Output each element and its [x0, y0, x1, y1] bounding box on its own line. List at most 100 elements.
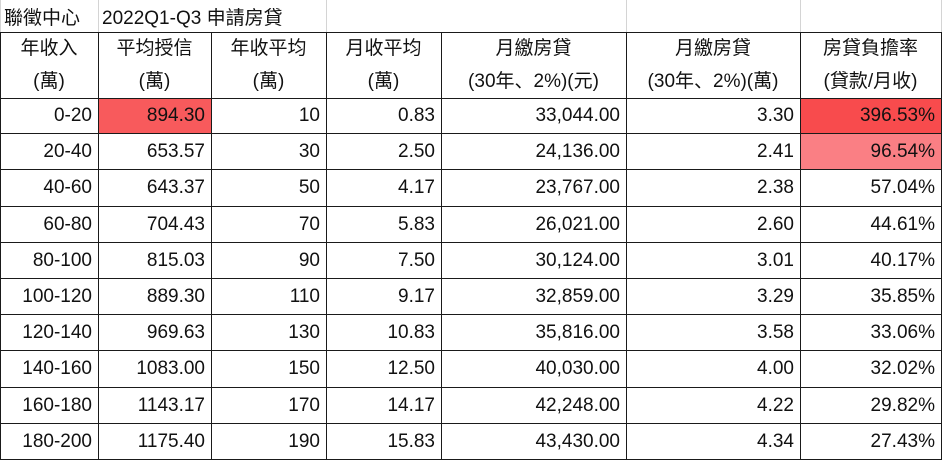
header-monthly-payment-wan[interactable]: 月繳房貸 (30年、2%)(萬) [626, 32, 800, 98]
cell-monthly-payment-wan[interactable]: 2.38 [757, 177, 794, 199]
border [0, 206, 941, 207]
cell-income-range[interactable]: 80-100 [32, 249, 92, 271]
header-income-range[interactable]: 年收入 (萬) [0, 32, 98, 98]
cell-avg-credit[interactable]: 969.63 [146, 322, 205, 344]
cell-income-range[interactable]: 20-40 [43, 141, 92, 163]
cell-avg-credit[interactable]: 643.37 [146, 177, 205, 199]
cell-burden-ratio[interactable]: 27.43% [870, 430, 935, 452]
cell-monthly-payment-yuan[interactable]: 23,767.00 [535, 177, 620, 199]
border [0, 133, 941, 134]
cell-income-range[interactable]: 60-80 [43, 213, 92, 235]
cell-monthly-income-avg[interactable]: 12.50 [387, 358, 435, 380]
cell-monthly-payment-yuan[interactable]: 43,430.00 [535, 430, 620, 452]
cell-income-range[interactable]: 180-200 [22, 430, 92, 452]
cell-burden-ratio[interactable]: 35.85% [870, 286, 935, 307]
cell-income-range[interactable]: 0-20 [53, 105, 92, 126]
cell-monthly-payment-yuan[interactable]: 32,859.00 [535, 286, 620, 307]
header-line1: 年收入 [20, 38, 78, 59]
border [211, 32, 212, 460]
cell-monthly-payment-yuan[interactable]: 26,021.00 [535, 213, 620, 235]
cell-monthly-income-avg[interactable]: 5.83 [398, 213, 435, 235]
header-line2: (萬) [138, 71, 171, 92]
cell-monthly-income-avg[interactable]: 7.50 [398, 249, 435, 271]
cell-monthly-income-avg[interactable]: 9.17 [398, 286, 435, 307]
cell-income-range[interactable]: 40-60 [43, 177, 92, 199]
border [441, 32, 442, 460]
border [98, 32, 99, 460]
gridline [326, 0, 327, 32]
cell-avg-credit[interactable]: 889.30 [146, 286, 205, 307]
cell-b1-subtitle[interactable]: 2022Q1-Q3 申請房貸 [102, 7, 283, 29]
cell-monthly-payment-wan[interactable]: 4.34 [757, 430, 794, 452]
cell-income-range[interactable]: 160-180 [22, 394, 92, 416]
cell-income-range[interactable]: 120-140 [22, 322, 92, 344]
border [0, 350, 941, 351]
cell-monthly-payment-wan[interactable]: 3.01 [757, 249, 794, 271]
header-annual-income-avg[interactable]: 年收平均 (萬) [211, 32, 326, 98]
cell-monthly-payment-wan[interactable]: 3.29 [757, 286, 794, 307]
header-monthly-payment-yuan[interactable]: 月繳房貸 (30年、2%)(元) [441, 32, 626, 98]
cell-annual-income-avg[interactable]: 130 [288, 322, 320, 344]
cell-monthly-income-avg[interactable]: 10.83 [387, 322, 435, 344]
border [0, 423, 941, 424]
header-burden-ratio[interactable]: 房貸負擔率 (貸款/月收) [800, 32, 941, 98]
cell-annual-income-avg[interactable]: 110 [289, 286, 320, 307]
cell-monthly-payment-yuan[interactable]: 40,030.00 [535, 358, 620, 380]
cell-monthly-payment-yuan[interactable]: 24,136.00 [535, 141, 620, 163]
cell-income-range[interactable]: 140-160 [22, 358, 92, 380]
cell-monthly-income-avg[interactable]: 15.83 [387, 430, 435, 452]
cell-burden-ratio[interactable]: 33.06% [870, 322, 935, 344]
cell-monthly-payment-yuan[interactable]: 30,124.00 [535, 249, 620, 271]
border [800, 32, 801, 460]
cell-annual-income-avg[interactable]: 170 [288, 394, 320, 416]
cell-avg-credit[interactable]: 894.30 [146, 105, 205, 126]
cell-monthly-income-avg[interactable]: 0.83 [398, 105, 435, 126]
cell-avg-credit[interactable]: 1143.17 [137, 394, 205, 416]
cell-burden-ratio[interactable]: 40.17% [870, 249, 935, 271]
cell-burden-ratio[interactable]: 29.82% [870, 394, 935, 416]
cell-avg-credit[interactable]: 815.03 [146, 249, 205, 271]
cell-annual-income-avg[interactable]: 150 [288, 358, 320, 380]
cell-burden-ratio[interactable]: 96.54% [870, 141, 935, 163]
cell-burden-ratio[interactable]: 57.04% [870, 177, 935, 199]
cell-monthly-payment-yuan[interactable]: 42,248.00 [535, 394, 620, 416]
cell-monthly-payment-wan[interactable]: 4.00 [757, 358, 794, 380]
header-avg-credit[interactable]: 平均授信 (萬) [98, 32, 211, 98]
border [326, 32, 327, 460]
header-line2: (30年、2%)(萬) [647, 71, 779, 92]
cell-burden-ratio[interactable]: 32.02% [870, 358, 935, 380]
cell-income-range[interactable]: 100-120 [22, 286, 92, 307]
conditional-fill [800, 134, 941, 171]
cell-monthly-payment-yuan[interactable]: 33,044.00 [535, 105, 620, 126]
header-line2: (30年、2%)(元) [468, 71, 599, 92]
cell-monthly-income-avg[interactable]: 4.17 [398, 177, 435, 199]
cell-monthly-payment-wan[interactable]: 2.41 [757, 141, 794, 163]
cell-annual-income-avg[interactable]: 30 [298, 141, 320, 163]
cell-annual-income-avg[interactable]: 90 [298, 249, 320, 271]
cell-annual-income-avg[interactable]: 70 [298, 213, 320, 235]
cell-monthly-payment-wan[interactable]: 4.22 [757, 394, 794, 416]
cell-burden-ratio[interactable]: 44.61% [870, 213, 935, 235]
cell-monthly-income-avg[interactable]: 2.50 [398, 141, 435, 163]
cell-monthly-payment-wan[interactable]: 2.60 [757, 213, 794, 235]
cell-monthly-payment-wan[interactable]: 3.30 [757, 105, 794, 126]
cell-avg-credit[interactable]: 653.57 [146, 141, 205, 163]
cell-a1-title[interactable]: 聯徵中心 [4, 7, 81, 29]
cell-annual-income-avg[interactable]: 10 [298, 105, 320, 126]
border [0, 32, 1, 460]
cell-monthly-payment-wan[interactable]: 3.58 [757, 322, 794, 344]
cell-avg-credit[interactable]: 704.43 [146, 213, 205, 235]
cell-avg-credit[interactable]: 1175.40 [137, 430, 205, 452]
border [0, 98, 941, 99]
cell-avg-credit[interactable]: 1083.00 [136, 358, 205, 380]
gridline [98, 0, 99, 32]
border [0, 387, 941, 388]
cell-burden-ratio[interactable]: 396.53% [859, 105, 935, 126]
cell-monthly-payment-yuan[interactable]: 35,816.00 [535, 322, 620, 344]
cell-monthly-income-avg[interactable]: 14.17 [387, 394, 435, 416]
cell-annual-income-avg[interactable]: 190 [288, 430, 320, 452]
cell-annual-income-avg[interactable]: 50 [298, 177, 320, 199]
header-monthly-income-avg[interactable]: 月收平均 (萬) [326, 32, 441, 98]
header-line2: (萬) [33, 71, 65, 92]
